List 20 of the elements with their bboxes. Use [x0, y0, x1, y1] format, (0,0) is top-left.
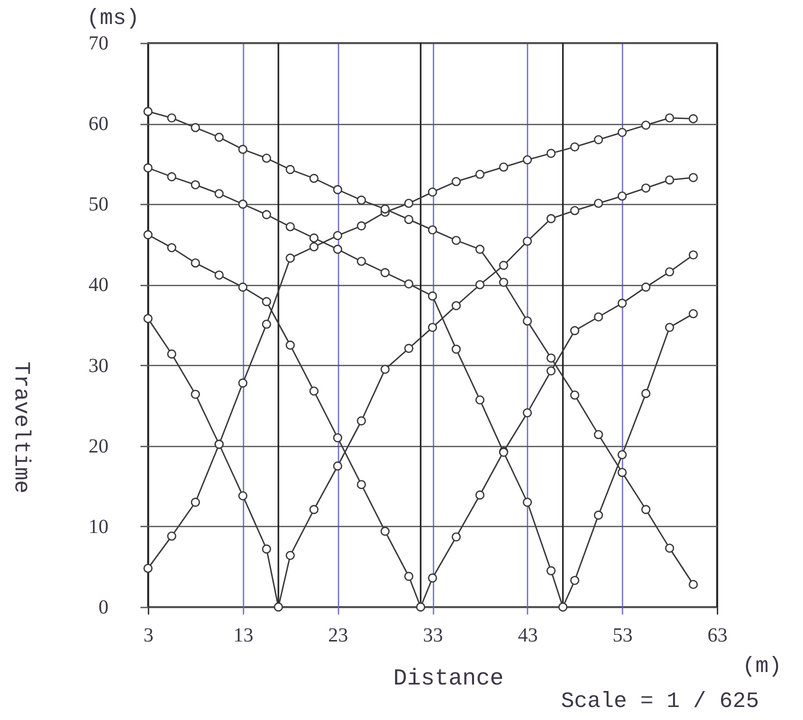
- y-tick-label: 30: [88, 354, 108, 377]
- y-tick-label: 70: [88, 32, 108, 54]
- text: Scale = 1 / 625: [560, 689, 760, 714]
- x-tick-label: 3: [144, 624, 154, 646]
- y-axis-title: Traveltime: [8, 361, 34, 494]
- y-tick-label: 0: [98, 596, 108, 618]
- text: (ms): [86, 6, 140, 31]
- x-tick-label: 13: [233, 624, 254, 646]
- x-tick-label: 23: [328, 624, 348, 646]
- y-tick-label: 40: [88, 274, 108, 296]
- y-tick-label: 10: [88, 516, 108, 538]
- x-tick-label: 43: [518, 624, 538, 646]
- y-tick-label: 20: [88, 435, 108, 458]
- y-tick-label: 50: [88, 194, 108, 216]
- x-tick-label: 63: [708, 624, 728, 646]
- x-tick-label: 33: [423, 624, 443, 646]
- x-tick-label: 53: [612, 624, 633, 646]
- x-axis-title: Distance: [393, 666, 504, 692]
- text: (m): [742, 654, 782, 679]
- y-tick-label: 60: [88, 113, 108, 136]
